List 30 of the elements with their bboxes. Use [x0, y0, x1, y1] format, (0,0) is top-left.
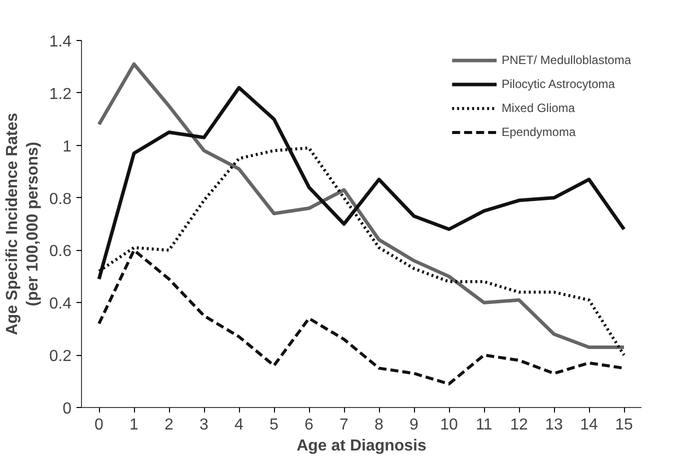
x-tick-label: 6	[304, 416, 314, 434]
legend-label: PNET/ Medulloblastoma	[502, 53, 631, 67]
x-tick-label: 13	[545, 416, 563, 434]
x-tick-label: 5	[270, 416, 279, 434]
x-tick-label: 11	[476, 416, 492, 434]
legend-label: Mixed Glioma	[502, 101, 575, 115]
legend-label: Ependymoma	[502, 125, 576, 139]
y-tick-label: 0.8	[49, 190, 72, 208]
x-axis-title: Age at Diagnosis	[296, 438, 427, 454]
x-tick-label: 8	[374, 416, 384, 434]
y-tick-label: 0	[62, 400, 72, 418]
y-tick-label: 1	[62, 138, 72, 156]
x-tick-label: 9	[410, 416, 419, 434]
y-tick-label: 1.4	[49, 34, 72, 50]
x-tick-label: 10	[440, 416, 458, 434]
x-tick-label: 15	[615, 416, 633, 434]
y-tick-label: 0.4	[49, 296, 72, 313]
y-tick-label: 1.2	[49, 86, 72, 103]
legend-label: Pilocytic Astrocytoma	[502, 77, 615, 91]
x-tick-label: 7	[340, 416, 349, 434]
y-tick-label: 0.2	[49, 348, 72, 366]
x-tick-label: 14	[580, 416, 598, 434]
x-tick-label: 2	[164, 416, 174, 434]
x-tick-label: 4	[234, 416, 244, 434]
y-tick-label: 0.6	[49, 243, 72, 260]
y-axis-title: Age Specific Incidence Rates (per 100,000 persons)	[4, 112, 42, 336]
x-tick-label: 1	[130, 416, 139, 434]
x-tick-label: 12	[510, 416, 528, 434]
x-tick-label: 0	[94, 416, 104, 434]
x-tick-label: 3	[200, 416, 209, 434]
